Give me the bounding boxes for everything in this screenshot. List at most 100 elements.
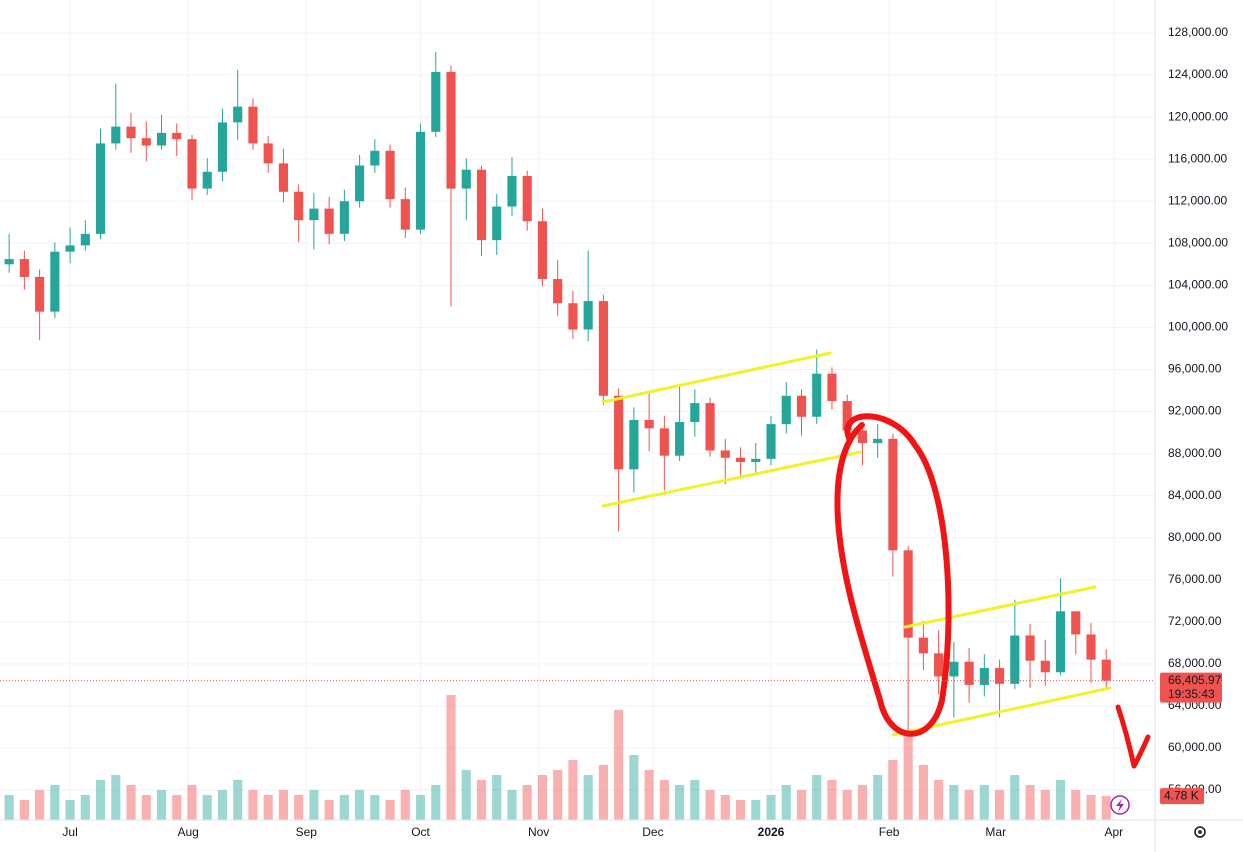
candle-body [796,395,807,417]
candle-body [614,395,624,470]
channel-line [903,585,1097,629]
volume-bar [796,790,807,820]
volume-bar [629,755,639,820]
volume-bar [476,780,487,820]
y-tick-label: 80,000.00 [1168,530,1222,544]
settings-dot [1198,830,1202,834]
grid [0,0,1155,820]
axes: 56,000.0060,000.0064,000.0068,000.0072,0… [0,25,1228,839]
volume-bar [659,780,669,820]
volume-bar [522,785,532,820]
channel-line [601,450,862,508]
volume-bar [446,695,456,820]
volume-bar [80,795,90,820]
volume-bar [827,780,837,820]
candle-body [19,259,29,277]
candle-body [1040,660,1050,673]
highlight-loop [834,413,952,737]
volume-bar [370,795,380,820]
volume-bar [888,760,898,820]
volume-bar [1086,795,1096,820]
y-tick-label: 88,000.00 [1168,446,1222,460]
last-volume-label: 4.78 K [1164,788,1199,802]
candle-body [995,668,1005,684]
candle-body [964,661,974,685]
candle-body [80,233,90,246]
volume-bar [355,790,365,820]
y-tick-label: 124,000.00 [1168,67,1228,81]
volume-bar [751,800,761,820]
volume-bar [248,790,258,820]
candle-body [141,138,151,146]
volume-bar [918,765,928,820]
candle-body [781,395,791,425]
candle-body [1071,611,1081,635]
candle-body [461,169,471,189]
candle-body [1086,634,1096,660]
candle-body [233,106,243,123]
y-tick-label: 116,000.00 [1168,151,1227,165]
volume-bar [812,775,822,820]
candle-body [537,221,548,280]
candle-body [65,245,75,252]
volume-bar [309,790,319,820]
volume-bar [4,795,14,820]
candle-body [675,422,685,456]
candle-body [248,106,258,144]
volume-bar [1010,775,1020,820]
x-tick-label: Oct [411,825,430,839]
volume-bar [614,710,624,820]
volume-bar [217,790,228,820]
candle-body [492,206,502,241]
volume-bar [339,795,349,820]
y-tick-label: 108,000.00 [1168,235,1228,249]
x-tick-label: Feb [879,825,900,839]
volume-bar [156,790,167,820]
volume-bar [598,765,608,820]
candle-body [583,301,593,330]
candle-body [431,71,441,132]
candle-body [187,139,197,189]
volume-bar [553,770,563,820]
volume-bar [842,790,852,820]
volume-bar [187,785,197,820]
y-tick-label: 100,000.00 [1168,320,1228,334]
candle-body [629,419,639,470]
x-tick-label: Sep [296,825,318,839]
volume-bar [324,800,334,820]
candle-body [659,428,669,456]
volume-bar [735,800,746,820]
volume-bar [781,785,791,820]
volume-bar [431,785,441,820]
volume-bar [949,785,959,820]
candle-body [385,150,395,200]
candle-body [949,661,959,677]
candle-body [415,131,426,230]
candle-body [934,653,944,677]
candle-body [720,450,730,458]
settings-icon[interactable] [1194,826,1206,838]
volume-bar [537,775,548,820]
y-tick-label: 76,000.00 [1168,572,1222,586]
x-tick-label: Nov [528,825,549,839]
channel-line [601,351,832,404]
y-tick-label: 128,000.00 [1168,25,1228,39]
volume-bar [415,795,426,820]
volume-bar [19,800,29,820]
candle-body [263,143,273,164]
candle-body [35,276,45,312]
volume-bar [979,785,989,820]
volume-bar [126,785,136,820]
volume-bar [400,790,410,820]
candle-body [751,458,761,462]
candle-body [903,550,913,638]
last-price-box [1160,672,1222,703]
volume-bar [644,770,654,820]
candle-body [202,171,212,189]
candle-body [1025,635,1035,661]
volume-bar [461,770,471,820]
x-tick-label: Apr [1105,825,1124,839]
volume-bar [1025,785,1035,820]
candle-body [507,176,517,207]
